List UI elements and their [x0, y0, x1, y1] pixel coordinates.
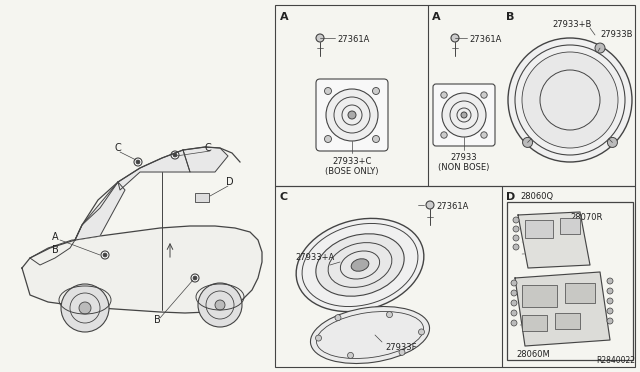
Text: 27933+A: 27933+A: [295, 253, 334, 263]
Polygon shape: [515, 272, 610, 346]
Circle shape: [523, 137, 532, 147]
Circle shape: [513, 244, 519, 250]
Bar: [522, 285, 557, 307]
Circle shape: [173, 153, 177, 157]
Circle shape: [513, 226, 519, 232]
Circle shape: [348, 352, 353, 358]
Text: B: B: [506, 12, 515, 22]
Circle shape: [215, 300, 225, 310]
Text: 27933+C: 27933+C: [332, 157, 372, 166]
Polygon shape: [118, 150, 190, 190]
Circle shape: [326, 89, 378, 141]
Circle shape: [387, 312, 392, 318]
Polygon shape: [22, 226, 262, 313]
Text: C: C: [115, 143, 122, 153]
Text: 28060M: 28060M: [516, 350, 550, 359]
Bar: [555, 313, 580, 329]
Circle shape: [511, 320, 517, 326]
Text: 28060Q: 28060Q: [520, 192, 553, 201]
Circle shape: [348, 111, 356, 119]
Text: A: A: [280, 12, 289, 22]
Bar: [560, 218, 580, 234]
Circle shape: [61, 284, 109, 332]
Bar: [565, 283, 595, 303]
Bar: [195, 193, 209, 202]
Polygon shape: [183, 147, 228, 172]
Text: C: C: [205, 143, 211, 153]
Text: 27933B: 27933B: [600, 30, 632, 39]
Circle shape: [79, 302, 91, 314]
Circle shape: [316, 34, 324, 42]
Circle shape: [335, 315, 341, 321]
Polygon shape: [75, 182, 125, 240]
Circle shape: [511, 290, 517, 296]
Text: A: A: [52, 232, 58, 242]
Bar: [525, 220, 553, 238]
FancyBboxPatch shape: [433, 84, 495, 146]
Circle shape: [607, 298, 613, 304]
Bar: [275, 5, 635, 367]
Circle shape: [508, 38, 632, 162]
Circle shape: [595, 43, 605, 53]
Circle shape: [451, 34, 459, 42]
Circle shape: [324, 135, 332, 142]
Circle shape: [481, 92, 487, 98]
Bar: [522, 315, 547, 331]
Circle shape: [101, 251, 109, 259]
Circle shape: [134, 158, 142, 166]
Text: D: D: [226, 177, 234, 187]
Text: 27933F: 27933F: [385, 343, 417, 353]
Text: B: B: [154, 315, 161, 325]
Circle shape: [607, 288, 613, 294]
Circle shape: [442, 93, 486, 137]
Text: 27933+B: 27933+B: [552, 20, 592, 29]
Circle shape: [607, 308, 613, 314]
Circle shape: [441, 132, 447, 138]
Circle shape: [607, 278, 613, 284]
Circle shape: [513, 217, 519, 223]
Circle shape: [511, 280, 517, 286]
Circle shape: [103, 253, 107, 257]
Circle shape: [324, 87, 332, 94]
Circle shape: [372, 135, 380, 142]
FancyBboxPatch shape: [316, 79, 388, 151]
Circle shape: [419, 329, 424, 335]
Circle shape: [441, 92, 447, 98]
Bar: [507, 202, 633, 360]
Text: 27361A: 27361A: [469, 35, 501, 44]
Ellipse shape: [316, 234, 404, 296]
Circle shape: [136, 160, 140, 164]
Circle shape: [198, 283, 242, 327]
Text: 27933: 27933: [451, 153, 477, 162]
Circle shape: [481, 132, 487, 138]
Circle shape: [191, 274, 199, 282]
Circle shape: [399, 349, 405, 355]
Ellipse shape: [310, 307, 429, 363]
Text: 27361A: 27361A: [337, 35, 369, 44]
Text: R2840022: R2840022: [596, 356, 635, 365]
Circle shape: [426, 201, 434, 209]
Circle shape: [513, 235, 519, 241]
Circle shape: [511, 310, 517, 316]
Circle shape: [171, 151, 179, 159]
Circle shape: [511, 300, 517, 306]
Polygon shape: [518, 212, 590, 268]
Text: 28070R: 28070R: [570, 213, 602, 222]
Text: (BOSE ONLY): (BOSE ONLY): [325, 167, 379, 176]
Circle shape: [193, 276, 197, 280]
Ellipse shape: [351, 259, 369, 271]
Circle shape: [461, 112, 467, 118]
Text: A: A: [432, 12, 440, 22]
Circle shape: [607, 137, 618, 147]
Circle shape: [607, 318, 613, 324]
Text: C: C: [280, 192, 288, 202]
Circle shape: [522, 52, 618, 148]
Ellipse shape: [296, 218, 424, 312]
Circle shape: [316, 335, 321, 341]
Text: 27361A: 27361A: [436, 202, 468, 211]
Circle shape: [372, 87, 380, 94]
Text: B: B: [52, 245, 58, 255]
Text: (NON BOSE): (NON BOSE): [438, 163, 490, 172]
Text: D: D: [506, 192, 515, 202]
